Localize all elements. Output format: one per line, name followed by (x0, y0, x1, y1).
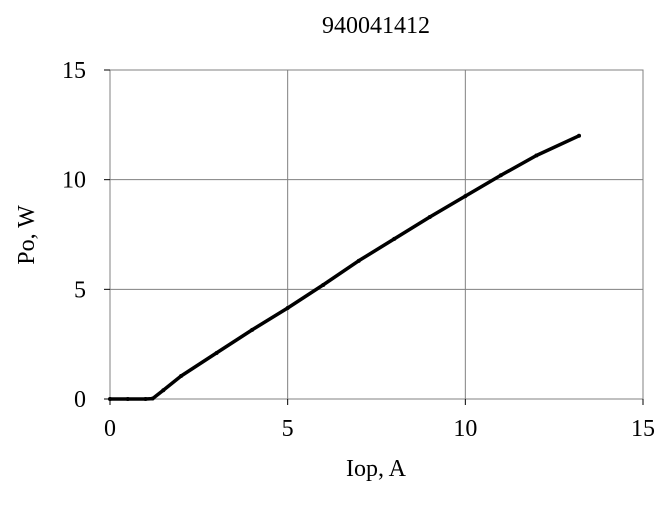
data-point (250, 327, 255, 332)
plot-area (109, 69, 644, 400)
y-tick-label: 15 (62, 58, 86, 84)
tick-labels: 0 5 10 15 0 5 10 15 (62, 58, 655, 442)
data-point (392, 236, 397, 241)
series-line (108, 134, 581, 401)
data-point (150, 396, 155, 401)
x-tick-label: 10 (453, 416, 477, 442)
chart-title: 940041412 (322, 13, 430, 39)
x-tick-label: 15 (631, 416, 655, 442)
series-layer (108, 133, 582, 401)
grid (110, 70, 643, 399)
data-point (214, 350, 219, 355)
data-point (125, 397, 130, 401)
x-tick-label: 0 (104, 416, 116, 442)
data-point (321, 282, 326, 287)
data-point (427, 214, 432, 219)
data-point (463, 194, 468, 199)
x-axis-label: Iop, A (346, 456, 407, 482)
data-point (498, 173, 503, 178)
data-point (179, 373, 184, 378)
data-point (356, 258, 361, 263)
y-axis-label: Po, W (14, 205, 40, 265)
data-point (285, 305, 290, 310)
x-tick-label: 5 (282, 416, 294, 442)
data-point (161, 388, 166, 393)
y-tick-label: 5 (74, 277, 86, 303)
data-point (534, 153, 539, 158)
y-tick-label: 10 (62, 168, 86, 194)
data-point (577, 133, 582, 138)
y-tick-label: 0 (74, 387, 86, 413)
data-point (143, 397, 148, 401)
